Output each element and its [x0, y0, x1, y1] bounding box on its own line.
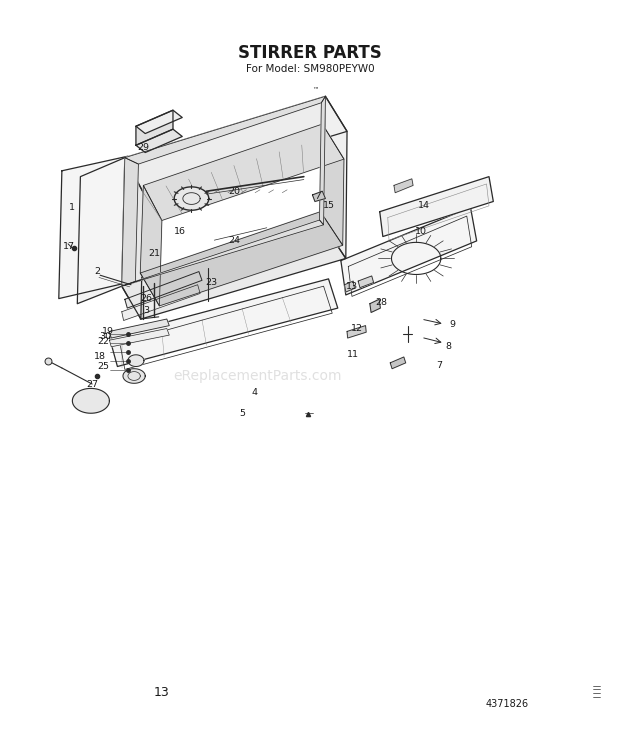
Polygon shape [109, 279, 338, 366]
Text: 14: 14 [418, 202, 430, 210]
Text: 28: 28 [375, 298, 387, 306]
Polygon shape [125, 271, 202, 308]
Polygon shape [140, 185, 162, 306]
Polygon shape [78, 158, 125, 303]
Text: For Model: SM980PEYW0: For Model: SM980PEYW0 [246, 65, 374, 74]
Text: 5: 5 [239, 410, 245, 419]
Polygon shape [125, 96, 347, 193]
Text: 30: 30 [99, 332, 111, 341]
Polygon shape [324, 96, 347, 259]
Polygon shape [109, 328, 169, 347]
Text: 4371826: 4371826 [486, 699, 529, 709]
Polygon shape [136, 110, 182, 133]
Text: 25: 25 [97, 362, 109, 371]
Text: 26: 26 [141, 294, 153, 303]
Text: STIRRER PARTS: STIRRER PARTS [238, 43, 382, 62]
Text: 12: 12 [351, 324, 363, 333]
Polygon shape [122, 284, 200, 320]
Text: 11: 11 [347, 350, 359, 359]
Text: eReplacementParts.com: eReplacementParts.com [173, 369, 342, 383]
Text: 22: 22 [97, 337, 109, 346]
Polygon shape [341, 207, 477, 295]
Polygon shape [319, 96, 326, 225]
Polygon shape [143, 124, 344, 221]
Polygon shape [122, 158, 143, 319]
Text: 16: 16 [174, 227, 187, 236]
Text: 20: 20 [229, 187, 241, 196]
Text: 18: 18 [94, 352, 106, 361]
Polygon shape [358, 276, 374, 287]
Text: 24: 24 [229, 236, 241, 245]
Polygon shape [109, 319, 169, 338]
Polygon shape [59, 156, 128, 298]
Polygon shape [394, 179, 413, 193]
Text: 4: 4 [252, 388, 257, 397]
Polygon shape [370, 299, 380, 312]
Polygon shape [390, 357, 405, 369]
Text: 13: 13 [154, 686, 170, 699]
Text: 8: 8 [446, 342, 452, 350]
Text: 27: 27 [87, 380, 99, 388]
Text: ™: ™ [312, 88, 318, 93]
Text: 19: 19 [102, 327, 113, 336]
Text: 10: 10 [415, 227, 427, 236]
Text: 2: 2 [94, 267, 100, 276]
Polygon shape [136, 110, 173, 145]
Polygon shape [128, 355, 144, 366]
Text: 7: 7 [436, 361, 443, 369]
Text: 1: 1 [69, 203, 76, 212]
Text: 9: 9 [449, 320, 455, 328]
Polygon shape [379, 177, 494, 237]
Polygon shape [140, 212, 343, 306]
Text: 29: 29 [138, 143, 149, 152]
Text: 13: 13 [346, 281, 358, 291]
Polygon shape [312, 191, 326, 202]
Text: 23: 23 [205, 278, 217, 287]
Text: 17: 17 [63, 241, 75, 251]
Polygon shape [122, 225, 346, 319]
Text: 15: 15 [322, 202, 335, 210]
Text: 21: 21 [148, 248, 161, 258]
Text: 3: 3 [143, 306, 149, 314]
Polygon shape [174, 187, 209, 210]
Polygon shape [345, 281, 355, 292]
Polygon shape [321, 124, 344, 246]
Polygon shape [123, 369, 145, 383]
Polygon shape [125, 96, 326, 164]
Polygon shape [347, 325, 366, 338]
Polygon shape [122, 220, 324, 286]
Polygon shape [73, 388, 109, 413]
Polygon shape [136, 129, 182, 152]
Polygon shape [122, 158, 138, 286]
